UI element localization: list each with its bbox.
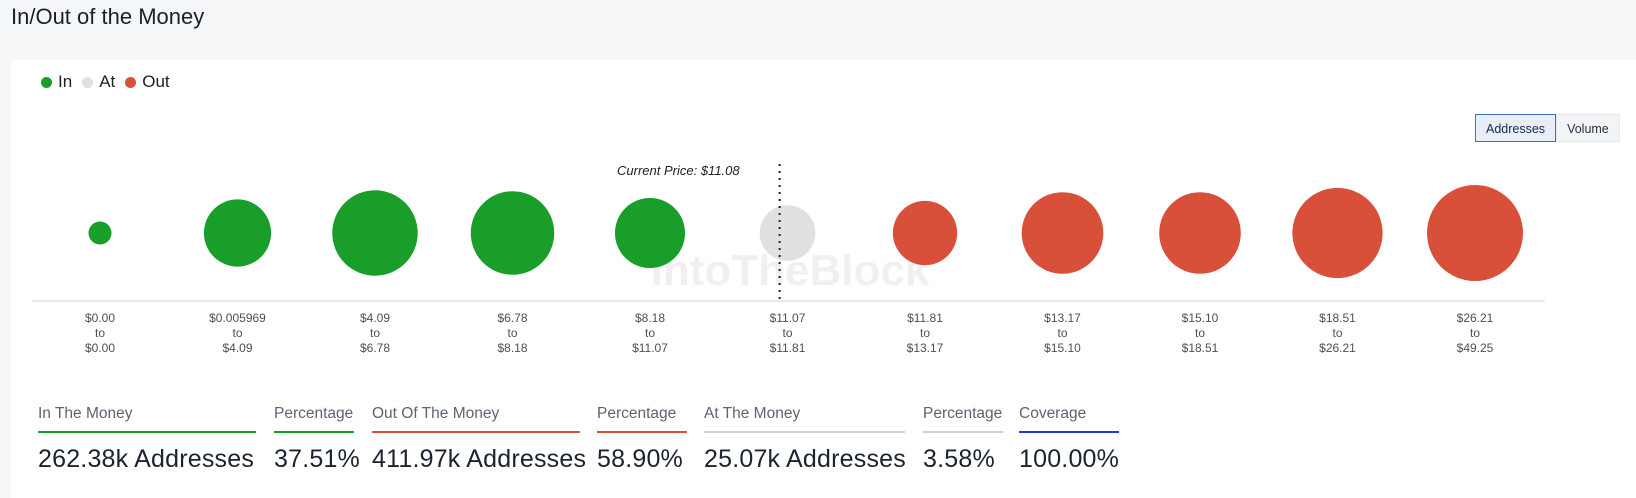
bubble-in-1[interactable] (203, 199, 272, 267)
bubble-in-2[interactable] (332, 190, 418, 276)
tick-label-separator: to (920, 326, 930, 340)
stat-label: Percentage (923, 405, 1003, 433)
bubble-chart: IntoTheBlock$0.00to$0.00$0.005969to$4.09… (32, 163, 1545, 355)
tick-label-from: $26.21 (1457, 311, 1494, 325)
stat-label: In The Money (38, 405, 256, 433)
tick-label-to: $8.18 (497, 341, 527, 355)
tick-label-to: $18.51 (1182, 341, 1219, 355)
stat-value: 37.51% (274, 445, 360, 473)
bubble-in-0[interactable] (88, 221, 112, 245)
stat-value: 262.38k Addresses (38, 445, 255, 473)
addresses-toggle-button[interactable]: Addresses (1475, 114, 1557, 142)
stat-label: Percentage (597, 405, 687, 433)
legend-label-in: In (58, 72, 73, 91)
tick-label-from: $11.07 (770, 311, 806, 325)
bubble-out-7[interactable] (1021, 192, 1104, 274)
tick-label-separator: to (1470, 326, 1480, 340)
page-title: In/Out of the Money (11, 4, 205, 29)
tick-label-to: $0.00 (85, 341, 115, 355)
legend-label-at: At (99, 72, 116, 91)
tick-label-separator: to (1057, 326, 1067, 340)
stat-value: 3.58% (923, 445, 995, 473)
stat-out-percentage: Percentage 58.90% (597, 405, 687, 474)
bubble-in-3[interactable] (470, 191, 555, 275)
bubble-at-5[interactable] (759, 205, 816, 261)
tick-label-separator: to (507, 326, 517, 340)
legend-dot-in-icon (41, 76, 52, 88)
legend-dot-out-icon (125, 76, 137, 88)
tick-label-to: $49.25 (1457, 341, 1494, 355)
tick-label-to: $4.09 (222, 341, 252, 355)
tick-label-separator: to (645, 326, 655, 340)
stat-out-of-the-money: Out Of The Money 411.97k Addresses (372, 405, 587, 474)
tick-label-to: $11.07 (632, 341, 668, 355)
volume-toggle-button[interactable]: Volume (1556, 114, 1620, 142)
tick-label-separator: to (95, 326, 105, 340)
bubble-in-4[interactable] (614, 197, 686, 269)
chart-card (11, 60, 1636, 498)
tick-label-from: $13.17 (1044, 311, 1081, 325)
tick-label-from: $0.005969 (209, 311, 266, 325)
tick-label-to: $13.17 (907, 341, 944, 355)
stat-label: At The Money (704, 405, 905, 433)
tick-label-separator: to (1195, 326, 1205, 340)
stat-in-percentage: Percentage 37.51% (274, 405, 360, 474)
stat-label: Coverage (1019, 405, 1119, 433)
stat-at-percentage: Percentage 3.58% (923, 405, 1003, 474)
legend-dot-at-icon (82, 76, 94, 88)
stat-value: 100.00% (1019, 445, 1120, 473)
bubble-out-6[interactable] (892, 200, 958, 266)
stat-in-the-money: In The Money 262.38k Addresses (38, 405, 256, 474)
metric-toggle: Addresses Volume (1475, 114, 1620, 142)
bubble-out-8[interactable] (1159, 192, 1241, 274)
bubble-out-9[interactable] (1292, 187, 1383, 279)
tick-label-separator: to (232, 326, 242, 340)
tick-label-to: $6.78 (360, 341, 390, 355)
tick-label-from: $18.51 (1319, 311, 1356, 325)
tick-label-separator: to (782, 326, 792, 340)
tick-label-to: $15.10 (1044, 341, 1081, 355)
tick-label-from: $4.09 (360, 311, 390, 325)
tick-label-from: $8.18 (635, 311, 665, 325)
legend-item-out[interactable]: Out (125, 72, 170, 92)
bubble-out-10[interactable] (1427, 185, 1523, 281)
stat-at-the-money: At The Money 25.07k Addresses (704, 405, 906, 474)
stat-value: 25.07k Addresses (704, 445, 906, 473)
chart-legend: In At Out (41, 72, 170, 92)
tick-label-from: $6.78 (497, 311, 527, 325)
current-price-label: Current Price: $11.08 (617, 163, 740, 178)
tick-label-separator: to (370, 326, 380, 340)
stat-value: 411.97k Addresses (372, 445, 587, 473)
tick-label-separator: to (1332, 326, 1342, 340)
tick-label-to: $11.81 (770, 341, 806, 355)
legend-item-in[interactable]: In (41, 72, 72, 92)
tick-label-from: $0.00 (85, 311, 115, 325)
stat-label: Percentage (274, 405, 354, 433)
legend-item-at[interactable]: At (82, 72, 115, 92)
stat-value: 58.90% (597, 445, 683, 473)
stat-coverage: Coverage 100.00% (1019, 405, 1119, 474)
legend-label-out: Out (142, 72, 170, 91)
stat-label: Out Of The Money (372, 405, 580, 433)
tick-label-from: $15.10 (1182, 311, 1219, 325)
tick-label-from: $11.81 (907, 311, 943, 325)
tick-label-to: $26.21 (1319, 341, 1356, 355)
